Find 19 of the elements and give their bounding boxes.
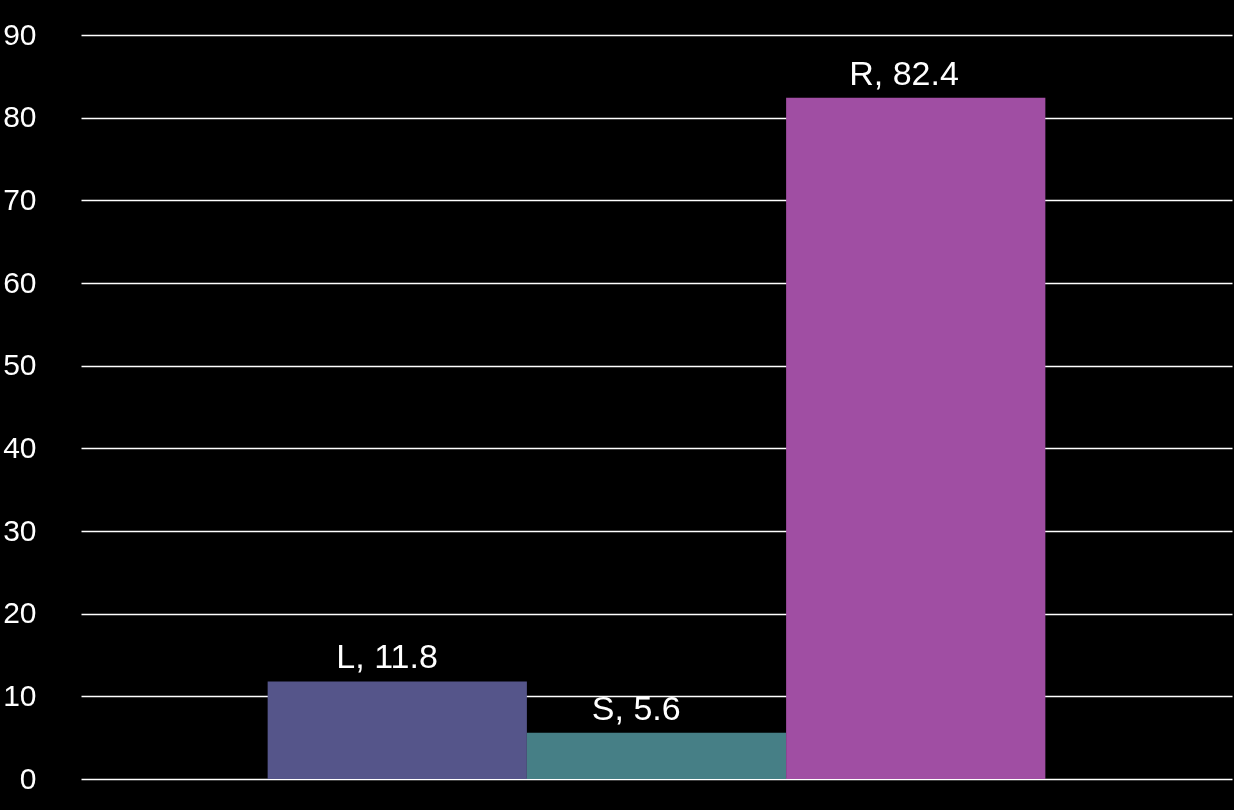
data-label: , 5.6 [614,688,681,727]
y-tick-label: 0 [19,761,37,795]
y-tick-label: 70 [3,182,37,216]
y-tick-label: 20 [3,596,37,630]
bar [267,681,527,779]
y-tick-label: 50 [3,348,37,382]
y-tick-label: 10 [3,678,37,712]
y-tick-label: 30 [3,513,37,547]
bar [526,732,787,779]
bar [786,97,1046,779]
data-label: , 82.4 [873,53,959,92]
data-label: , 11.8 [355,637,438,676]
y-tick-label: 60 [3,265,37,299]
y-tick-label: 40 [3,430,37,464]
series-label: L [336,637,356,676]
y-tick-label: 90 [3,17,37,51]
y-tick-label: 80 [3,100,37,134]
series-label: R [849,53,874,92]
series-label: S [591,688,615,727]
